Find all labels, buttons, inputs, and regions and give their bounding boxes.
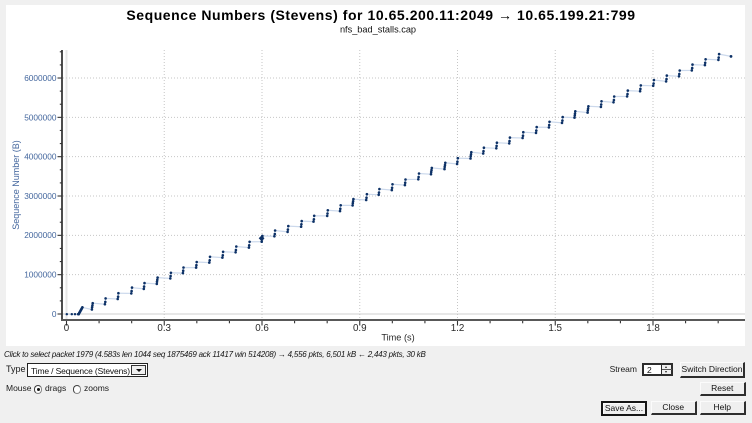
svg-text:5000000: 5000000: [24, 112, 57, 122]
svg-text:Sequence Numbers (Stevens) for: Sequence Numbers (Stevens) for 10.65.200…: [126, 7, 635, 23]
svg-text:3000000: 3000000: [24, 191, 57, 201]
svg-text:Time (s): Time (s): [381, 333, 414, 343]
svg-text:0: 0: [64, 323, 70, 334]
svg-text:0.9: 0.9: [353, 323, 367, 334]
svg-text:4000000: 4000000: [24, 152, 57, 162]
svg-text:nfs_bad_stalls.cap: nfs_bad_stalls.cap: [340, 25, 416, 35]
svg-text:0.6: 0.6: [255, 323, 269, 334]
svg-text:Sequence Number (B): Sequence Number (B): [11, 140, 21, 230]
svg-text:6000000: 6000000: [24, 73, 57, 83]
svg-text:0: 0: [52, 309, 57, 319]
svg-text:0.3: 0.3: [157, 323, 171, 334]
svg-text:1.8: 1.8: [646, 323, 660, 334]
svg-text:1.2: 1.2: [451, 323, 465, 334]
svg-text:1000000: 1000000: [24, 270, 57, 280]
svg-text:2000000: 2000000: [24, 230, 57, 240]
svg-text:1.5: 1.5: [548, 323, 562, 334]
